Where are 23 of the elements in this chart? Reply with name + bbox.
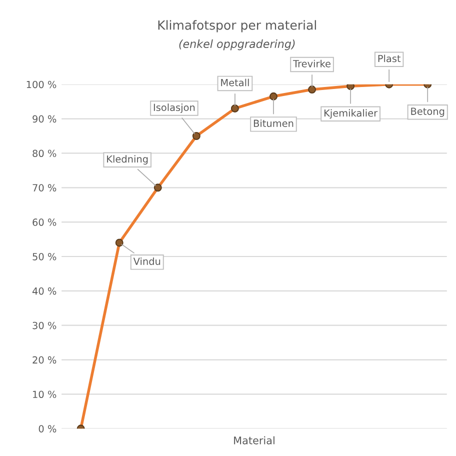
- data-label: Metall: [221, 78, 249, 86]
- chart-subtitle: (enkel oppgradering): [179, 39, 295, 50]
- x-axis-title: Material: [234, 436, 274, 444]
- chart-title: Klimafotspor per material: [158, 20, 316, 32]
- data-label: Plast: [378, 54, 401, 62]
- data-label: Vindu: [133, 257, 160, 265]
- y-tick-label: 0 %: [38, 425, 56, 432]
- data-label: Kjemikalier: [324, 109, 378, 119]
- y-tick-label: 20 %: [32, 356, 56, 364]
- data-label: Kledning: [107, 155, 148, 165]
- data-label: Trevirke: [293, 60, 330, 68]
- y-tick-label: 70 %: [32, 184, 56, 192]
- data-label: Betong: [411, 108, 444, 117]
- data-label: Isolasjon: [154, 104, 195, 113]
- y-tick-label: 80 %: [32, 150, 56, 158]
- y-tick-label: 30 %: [32, 322, 56, 330]
- y-tick-label: 40 %: [32, 287, 56, 295]
- data-label: Bitumen: [254, 119, 294, 128]
- y-tick-label: 60 %: [32, 218, 56, 226]
- y-tick-label: 10 %: [33, 390, 56, 398]
- y-tick-label: 50 %: [32, 252, 56, 260]
- y-tick-label: 90 %: [32, 115, 56, 123]
- y-tick-label: 100 %: [26, 80, 56, 88]
